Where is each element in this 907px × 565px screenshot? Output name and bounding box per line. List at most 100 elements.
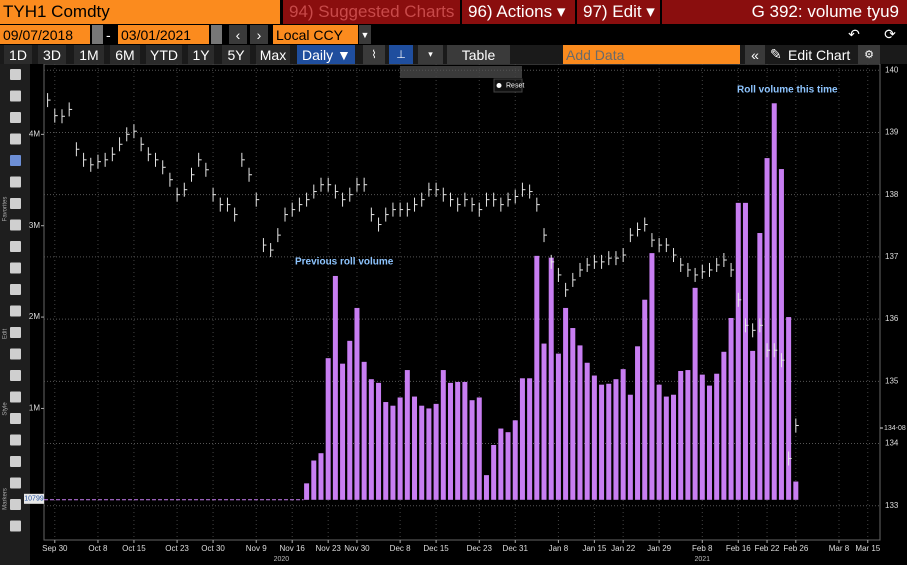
ticker[interactable]: TYH1 Comdty [0, 0, 280, 24]
volume-bar [649, 253, 655, 500]
volume-bar [491, 444, 497, 500]
y-tick-label: 1M [29, 404, 40, 413]
bar-icon[interactable]: ⊥ [389, 45, 413, 64]
volume-bar [318, 453, 324, 500]
x-tick-label: Nov 23 [316, 544, 342, 553]
prev-button[interactable]: ‹ [229, 25, 247, 44]
annotation: Roll volume this time [737, 85, 838, 96]
period-button[interactable]: 1D [4, 45, 32, 64]
refresh-icon[interactable]: ⟳ [884, 26, 896, 42]
tool-icon [10, 348, 21, 360]
tool-icon [10, 155, 21, 166]
settings-icon[interactable]: ⚙ [858, 45, 880, 64]
period-button[interactable]: 1Y [188, 45, 214, 64]
tool-icon [10, 305, 21, 317]
volume-bar [735, 202, 741, 500]
volume-bar [512, 420, 518, 500]
volume-bar [663, 396, 669, 500]
y2-tick-label: 137 [885, 252, 899, 261]
y-tick-label: 2M [29, 312, 40, 321]
volume-bar [519, 378, 525, 500]
y-tick-label: 3M [29, 221, 40, 230]
x-tick-label: Dec 31 [503, 544, 529, 553]
end-date[interactable]: 03/01/2021 [118, 25, 209, 44]
volume-bar [599, 384, 605, 500]
period-button[interactable]: 6M [110, 45, 140, 64]
period-button[interactable]: 3D [38, 45, 66, 64]
sidebar-section: Edit [3, 329, 9, 340]
actions-menu[interactable]: 96) Actions ▾ [462, 0, 575, 24]
tool-icon [10, 434, 21, 446]
volume-bar [699, 374, 705, 500]
volume-bar [563, 307, 569, 500]
volume-bar [635, 346, 641, 500]
x-tick-label: Jan 8 [549, 544, 569, 553]
currency[interactable]: Local CCY [273, 25, 358, 44]
chart: Reset Favorites Edit Style Markers 133 134 135… [0, 64, 906, 565]
reset-label[interactable]: Reset [506, 82, 524, 89]
y2-tick-label: 140 [885, 65, 899, 74]
chart-type-dropdown[interactable]: ▾ [418, 45, 443, 64]
volume-bar [620, 369, 626, 500]
tool-icon [10, 90, 21, 102]
currency-dropdown[interactable]: ▼ [359, 25, 371, 44]
volume-bar [584, 362, 590, 500]
sidebar-section: Markers [3, 488, 9, 510]
volume-bar [462, 381, 468, 500]
date-dash: - [106, 26, 111, 43]
volume-bar [534, 255, 540, 500]
edit-chart[interactable]: Edit Chart [788, 46, 851, 63]
volume-bar [771, 103, 777, 500]
annotation: Previous roll volume [295, 257, 394, 268]
tool-icon [10, 477, 21, 489]
volume-bar [376, 382, 382, 500]
floating-toolbar[interactable] [400, 66, 522, 78]
period-button[interactable]: YTD [146, 45, 182, 64]
sidebar-section: Style [3, 402, 9, 416]
tool-icon [10, 327, 21, 338]
calendar-icon[interactable] [211, 25, 222, 44]
volume-bar [757, 233, 763, 500]
next-button[interactable]: › [250, 25, 268, 44]
line-icon[interactable]: ⌇ [363, 45, 385, 64]
period-button[interactable]: 1M [74, 45, 104, 64]
calendar-icon[interactable] [92, 25, 103, 44]
start-date[interactable]: 09/07/2018 [0, 25, 90, 44]
tool-icon [10, 262, 21, 274]
volume-bar [527, 378, 533, 500]
period-button[interactable]: Max [256, 45, 290, 64]
table-button[interactable]: Table [447, 45, 510, 64]
tool-icon [10, 133, 21, 145]
collapse-button[interactable]: « [745, 45, 765, 64]
volume-bar [404, 370, 410, 500]
volume-bar [548, 257, 554, 500]
volume-bar [750, 350, 756, 500]
frequency[interactable]: Daily ▼ [297, 45, 355, 64]
volume-bar [714, 373, 720, 500]
volume-bar [304, 483, 310, 500]
volume-bar [347, 340, 353, 500]
x-tick-label: Jan 29 [647, 544, 672, 553]
x-tick-label: Dec 8 [390, 544, 411, 553]
edit-menu[interactable]: 97) Edit ▾ [577, 0, 660, 24]
suggested-charts[interactable]: 94) Suggested Charts [283, 0, 460, 24]
x-tick-label: Nov 30 [344, 544, 370, 553]
add-data[interactable]: Add Data [563, 45, 740, 64]
volume-bar [678, 370, 684, 500]
volume-bar [706, 385, 712, 500]
volume-bar [627, 394, 633, 500]
tool-icon [10, 284, 21, 295]
volume-bar [656, 384, 662, 500]
volume-bar [419, 405, 425, 500]
volume-bar [412, 396, 418, 500]
tool-icon [10, 370, 21, 381]
undo-icon[interactable]: ↶ [848, 26, 860, 42]
last-price-label: 134-08 [884, 425, 906, 432]
x-tick-label: Dec 15 [423, 544, 449, 553]
period-button[interactable]: 5Y [222, 45, 250, 64]
pencil-icon: ✎ [770, 46, 782, 62]
volume-bar [476, 397, 482, 500]
volume-bar [426, 408, 432, 500]
x-tick-label: Feb 22 [755, 544, 780, 553]
last-volume-box [24, 493, 44, 504]
